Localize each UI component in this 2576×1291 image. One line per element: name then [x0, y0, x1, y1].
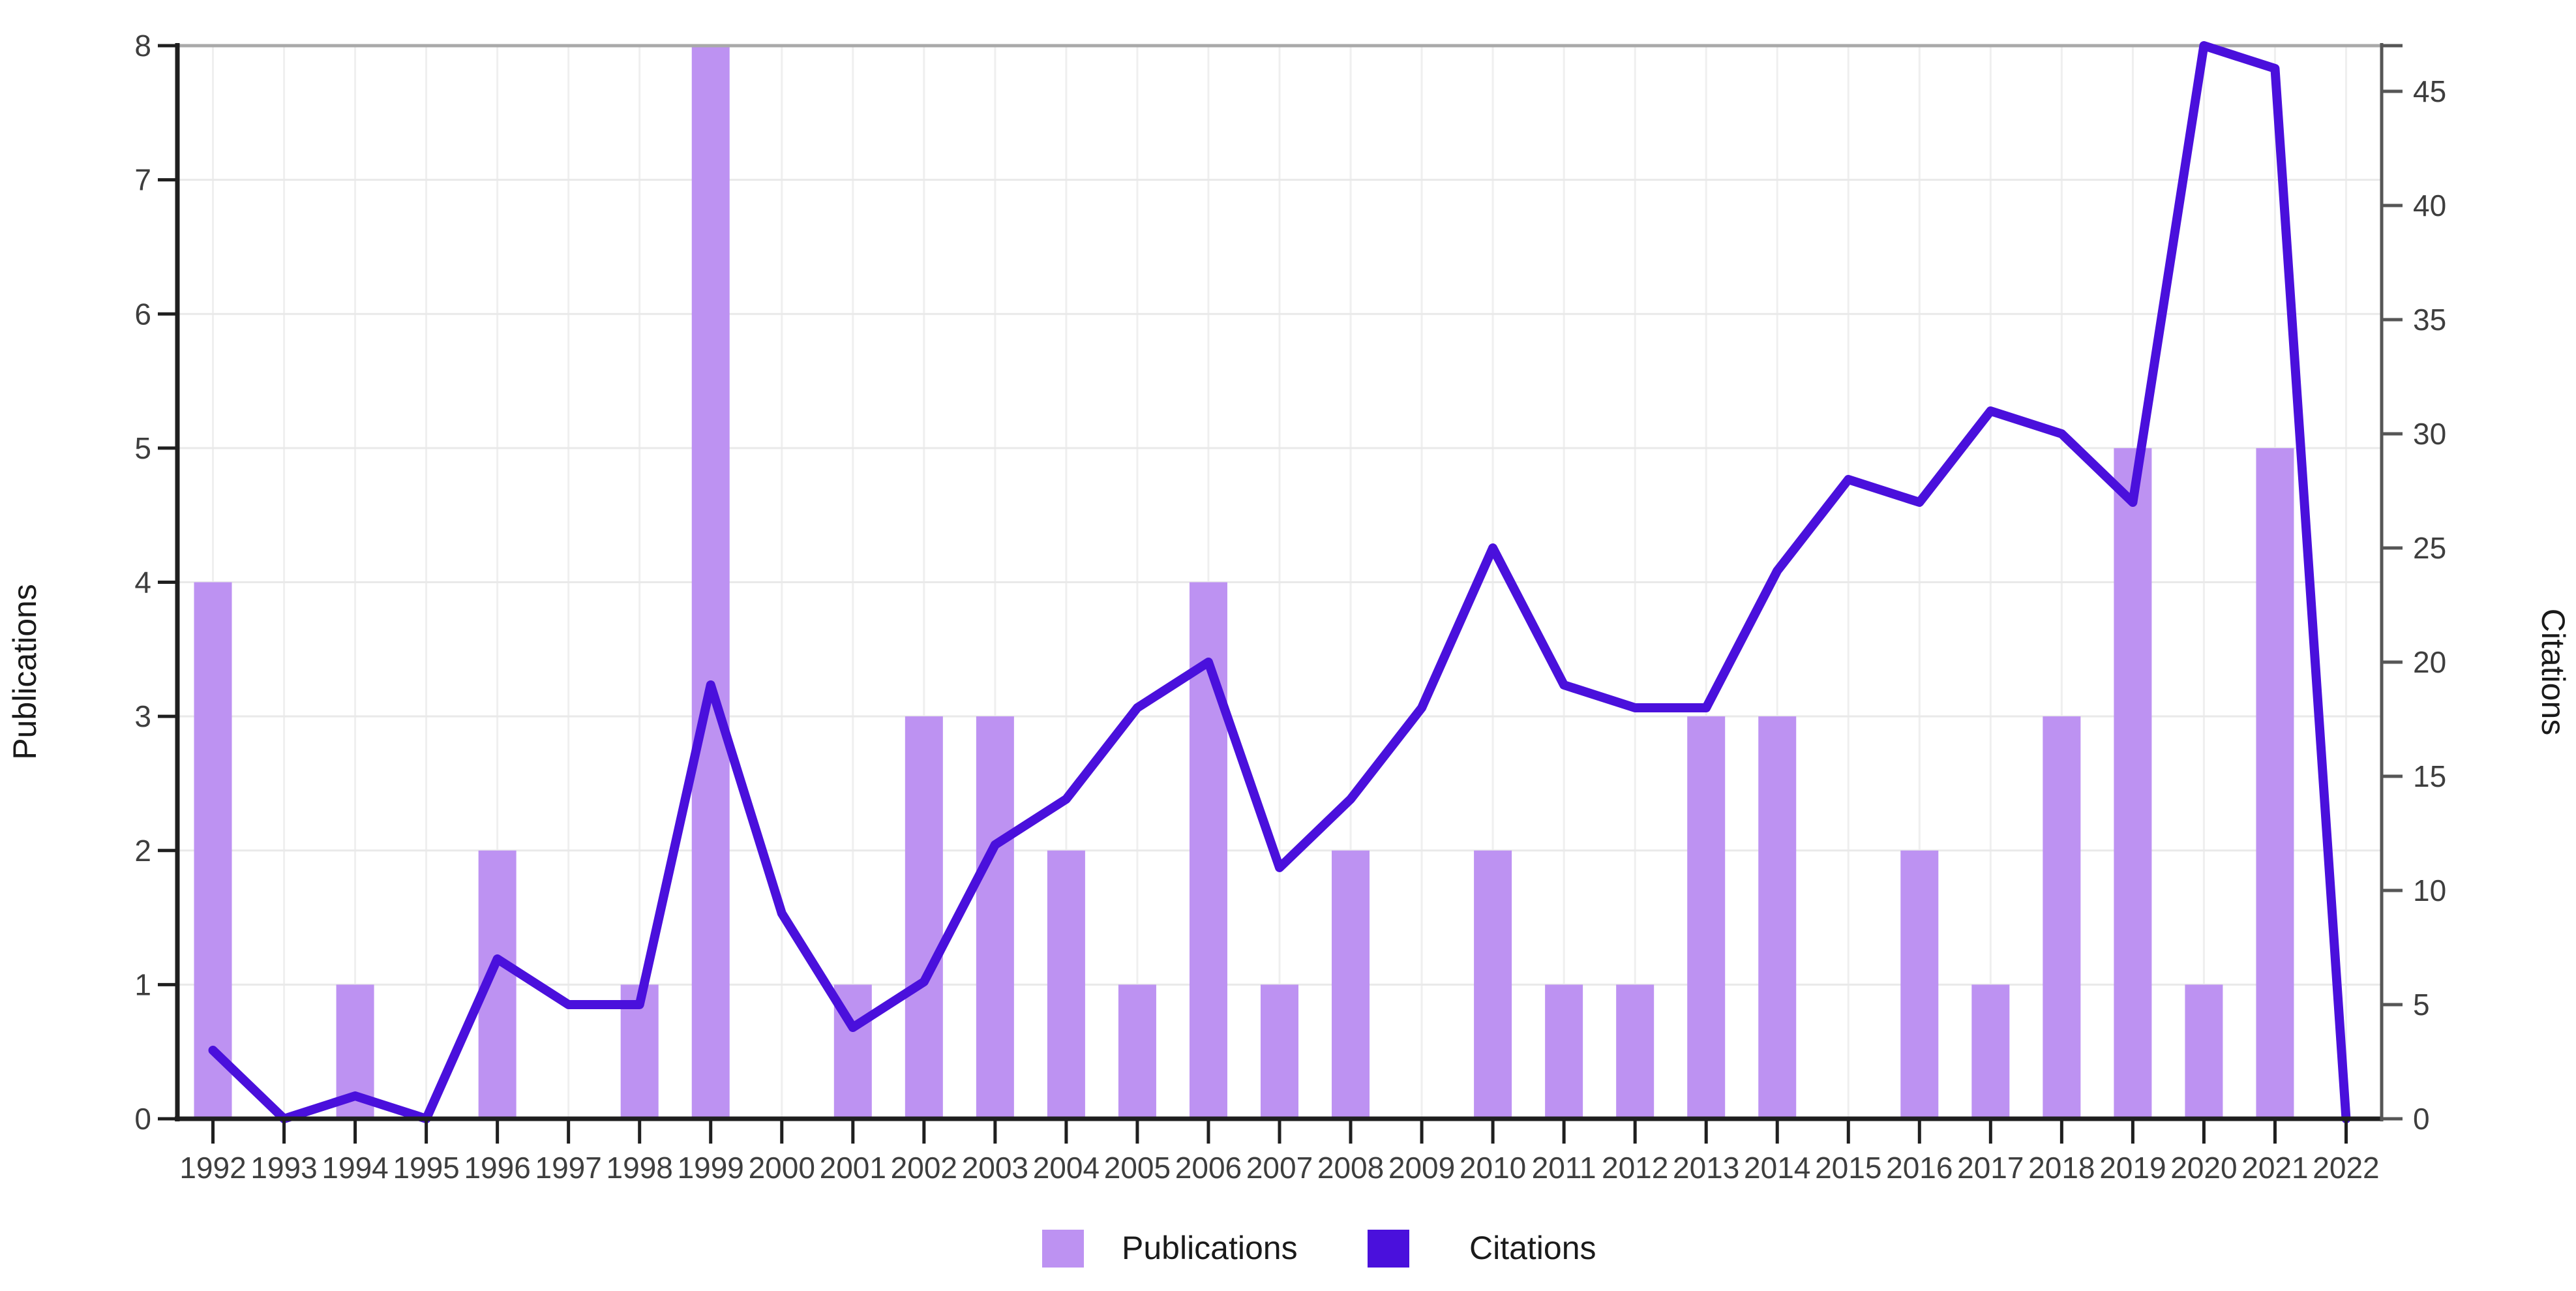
legend: Publications Citations [1042, 1230, 1596, 1268]
x-tick-label: 2020 [2170, 1151, 2237, 1185]
x-tick-label: 2017 [1957, 1151, 2024, 1185]
x-tick-label: 2009 [1388, 1151, 1455, 1185]
bar-2021 [2256, 448, 2294, 1119]
axis-ticks [158, 44, 2403, 1144]
x-tick-label: 2019 [2099, 1151, 2166, 1185]
left-tick-label: 0 [134, 1102, 151, 1136]
bar-2011 [1545, 984, 1583, 1119]
bar-2003 [976, 716, 1014, 1119]
x-tick-label: 2000 [749, 1151, 815, 1185]
bar-2005 [1118, 984, 1156, 1119]
left-axis-title: Publications [7, 584, 43, 760]
left-tick-label: 6 [134, 297, 151, 331]
left-tick-label: 3 [134, 699, 151, 733]
bar-1999 [691, 46, 730, 1119]
bar-2012 [1616, 984, 1655, 1119]
x-tick-label: 2015 [1815, 1151, 1881, 1185]
left-tick-label: 7 [134, 163, 151, 197]
x-tick-label: 1996 [464, 1151, 530, 1185]
bar-2008 [1332, 850, 1370, 1119]
left-tick-label: 8 [134, 29, 151, 63]
x-tick-label: 2004 [1033, 1151, 1100, 1185]
x-tick-label: 2010 [1460, 1151, 1526, 1185]
bar-2019 [2114, 448, 2152, 1119]
right-axis-title: Citations [2535, 609, 2571, 736]
left-tick-label: 1 [134, 967, 151, 1001]
x-tick-label: 2016 [1886, 1151, 1953, 1185]
x-tick-label: 1992 [179, 1151, 246, 1185]
x-tick-label: 1993 [250, 1151, 317, 1185]
x-tick-label: 2002 [891, 1151, 957, 1185]
x-tick-label: 2006 [1175, 1151, 1242, 1185]
bar-2002 [905, 716, 943, 1119]
x-tick-label: 2008 [1317, 1151, 1384, 1185]
x-tick-label: 1997 [535, 1151, 602, 1185]
bar-2018 [2043, 716, 2081, 1119]
x-tick-label: 2022 [2313, 1151, 2379, 1185]
x-tick-label: 1995 [393, 1151, 459, 1185]
x-tick-label: 2001 [820, 1151, 886, 1185]
right-tick-label: 20 [2413, 645, 2446, 679]
left-tick-label: 5 [134, 431, 151, 465]
x-tick-label: 2003 [962, 1151, 1028, 1185]
x-tick-label: 1994 [322, 1151, 388, 1185]
x-tick-label: 2007 [1246, 1151, 1313, 1185]
right-tick-label: 0 [2413, 1102, 2430, 1136]
bar-2010 [1474, 850, 1512, 1119]
horizontal-gridlines [177, 179, 2382, 986]
bar-2013 [1687, 716, 1726, 1119]
legend-swatch-publications [1042, 1230, 1084, 1268]
left-tick-label: 4 [134, 566, 151, 600]
bar-2020 [2185, 984, 2223, 1119]
x-tick-label: 2021 [2241, 1151, 2308, 1185]
right-tick-label: 40 [2413, 189, 2446, 222]
bar-2017 [1971, 984, 2010, 1119]
bar-2014 [1758, 716, 1797, 1119]
right-tick-label: 35 [2413, 303, 2446, 337]
bar-2016 [1900, 850, 1939, 1119]
right-tick-label: 45 [2413, 74, 2446, 108]
legend-swatch-citations [1368, 1230, 1409, 1268]
x-tick-label: 1999 [678, 1151, 744, 1185]
x-tick-label: 2005 [1104, 1151, 1171, 1185]
left-tick-label: 2 [134, 834, 151, 868]
publications-bars [194, 46, 2294, 1119]
right-tick-label: 5 [2413, 988, 2430, 1022]
x-tick-label: 2013 [1673, 1151, 1739, 1185]
x-tick-label: 2018 [2028, 1151, 2095, 1185]
x-tick-label: 2011 [1532, 1151, 1596, 1185]
right-tick-label: 30 [2413, 417, 2446, 451]
legend-label-citations: Citations [1469, 1230, 1596, 1266]
right-tick-label: 10 [2413, 873, 2446, 907]
bar-2004 [1047, 850, 1085, 1119]
x-tick-label: 1998 [607, 1151, 673, 1185]
citations-line [208, 41, 2351, 1123]
citations-line-layer [208, 41, 2351, 1123]
bar-2007 [1261, 984, 1298, 1119]
right-tick-label: 15 [2413, 759, 2446, 793]
legend-label-publications: Publications [1122, 1230, 1298, 1266]
x-tick-label: 2012 [1602, 1151, 1668, 1185]
x-tick-label: 2014 [1744, 1151, 1810, 1185]
bar-1992 [194, 582, 232, 1119]
right-tick-label: 25 [2413, 531, 2446, 565]
